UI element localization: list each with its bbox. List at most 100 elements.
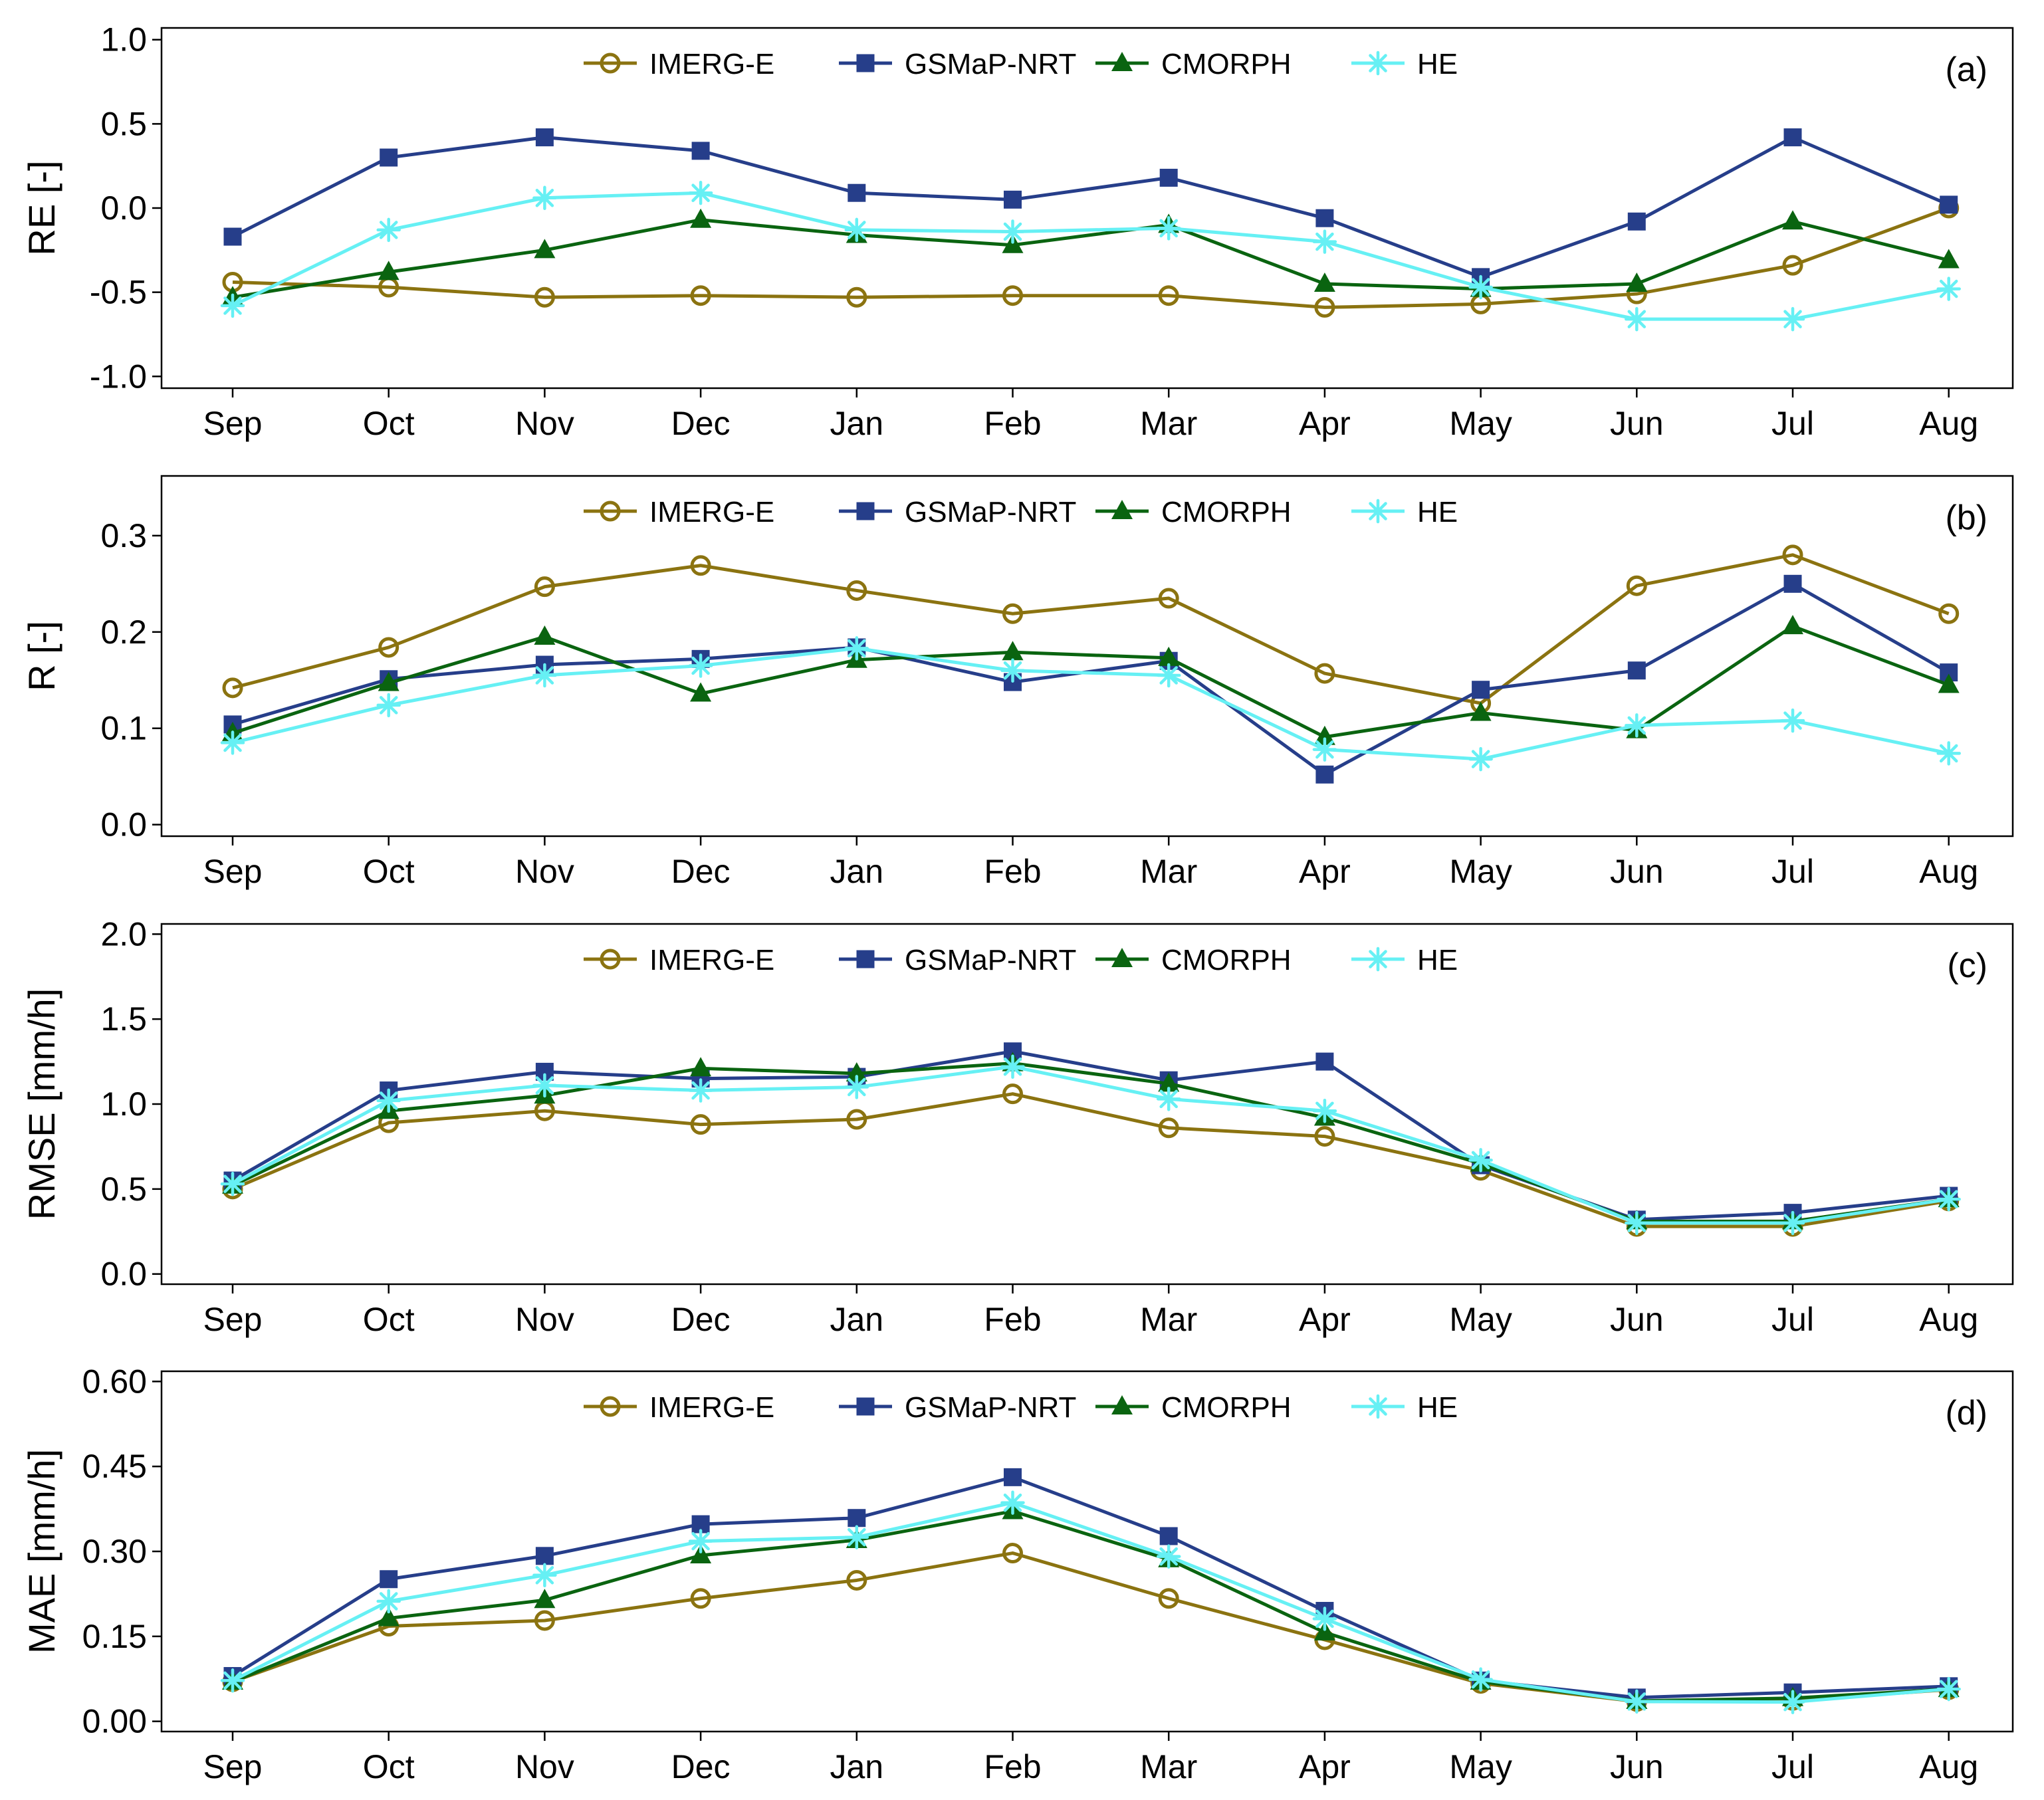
panel-label: (a): [1945, 51, 1987, 89]
y-tick-label: -1.0: [90, 358, 147, 395]
x-tick-label: Jun: [1610, 1301, 1664, 1338]
series-imerg-e: [222, 197, 1960, 318]
data-point-imerg-e: [846, 1569, 867, 1591]
data-point-he: [688, 180, 713, 205]
legend-label-gsmap-nrt: GSMaP-NRT: [905, 496, 1076, 528]
data-point-cmorph: [690, 682, 712, 702]
data-point-imerg-e: [534, 576, 555, 598]
data-point-he: [688, 1529, 713, 1553]
panel-label: (d): [1945, 1394, 1987, 1432]
data-point-he: [1312, 229, 1337, 254]
data-point-he: [1156, 663, 1181, 688]
series-line-gsmap-nrt: [231, 1050, 1949, 1222]
x-tick-label: Dec: [671, 405, 731, 442]
data-point-cmorph: [1002, 641, 1024, 661]
series-line-gsmap-nrt: [231, 1475, 1949, 1700]
series-line-cmorph: [232, 624, 1950, 739]
data-point-he: [220, 1668, 245, 1693]
x-tick-label: Jun: [1610, 405, 1664, 442]
x-tick-label: Nov: [515, 1748, 574, 1785]
y-tick-label: 0.0: [100, 806, 147, 844]
legend-marker-imerg-e: [600, 1396, 621, 1417]
x-tick-label: Sep: [203, 405, 263, 442]
data-point-gsmap-nrt: [691, 142, 710, 160]
x-tick-label: Aug: [1919, 1748, 1978, 1785]
data-point-he: [1000, 219, 1025, 244]
data-point-gsmap-nrt: [223, 227, 242, 246]
x-tick-label: May: [1449, 405, 1512, 442]
x-tick-label: Jun: [1610, 1748, 1664, 1785]
data-point-gsmap-nrt: [848, 1509, 866, 1527]
series-line-cmorph: [232, 218, 1950, 299]
data-point-cmorph: [1313, 725, 1335, 745]
data-point-he: [376, 1088, 401, 1113]
legend-label-cmorph: CMORPH: [1161, 496, 1292, 528]
legend-label-he: HE: [1417, 48, 1458, 80]
data-point-he: [220, 293, 245, 318]
data-point-imerg-e: [534, 1610, 555, 1631]
x-tick-label: Oct: [363, 1301, 415, 1338]
series-line-he: [231, 191, 1950, 321]
series-line-imerg-e: [232, 553, 1950, 705]
series-he: [220, 1490, 1961, 1714]
x-tick-label: Mar: [1140, 1748, 1197, 1785]
x-tick-label: May: [1449, 1301, 1512, 1338]
x-tick-label: Apr: [1299, 1748, 1351, 1785]
series-line-he: [231, 1065, 1950, 1225]
data-point-cmorph: [534, 1589, 556, 1609]
data-point-he: [1936, 1676, 1961, 1702]
x-tick-label: Aug: [1919, 853, 1978, 890]
data-point-cmorph: [1782, 615, 1803, 635]
x-tick-label: Aug: [1919, 405, 1978, 442]
series-imerg-e: [222, 1083, 1960, 1237]
y-tick-label: 2.0: [100, 915, 147, 953]
y-tick-label: 0.5: [100, 105, 147, 142]
data-point-gsmap-nrt: [1472, 681, 1490, 699]
data-point-gsmap-nrt: [1004, 190, 1022, 209]
data-point-gsmap-nrt: [535, 1547, 554, 1565]
x-tick-label: Mar: [1140, 853, 1197, 890]
panel-c: 0.0 0.5 1.0 1.5 2.0 Sep Oct Nov Dec Jan Feb Mar Apr M…: [21, 915, 2014, 1338]
data-point-cmorph: [690, 1543, 712, 1563]
legend-label-he: HE: [1417, 496, 1458, 528]
plot-frame: [160, 1370, 2014, 1733]
data-point-cmorph: [534, 239, 556, 259]
x-tick-label: Sep: [203, 1748, 263, 1785]
data-point-cmorph: [1938, 249, 1960, 269]
legend-label-imerg-e: IMERG-E: [649, 48, 774, 80]
data-point-gsmap-nrt: [1315, 1052, 1334, 1071]
data-point-gsmap-nrt: [1627, 212, 1646, 231]
data-point-imerg-e: [1158, 285, 1179, 306]
y-tick-label: 1.5: [100, 1000, 147, 1038]
data-point-cmorph: [1158, 1072, 1180, 1092]
legend-marker-gsmap-nrt: [856, 950, 875, 968]
legend-label-cmorph: CMORPH: [1161, 944, 1292, 976]
legend: IMERG-E GSMaP-NRT CMORPH HE: [584, 944, 1458, 976]
panel-b: 0.0 0.1 0.2 0.3 Sep Oct Nov Dec Jan Feb Mar Apr May J…: [21, 475, 2014, 890]
legend-label-he: HE: [1417, 1391, 1458, 1424]
series-gsmap-nrt: [223, 128, 1958, 286]
data-point-he: [376, 693, 401, 718]
plot-frame: [160, 475, 2014, 838]
data-point-gsmap-nrt: [1159, 1527, 1178, 1545]
data-point-imerg-e: [1002, 603, 1023, 624]
x-tick-label: Dec: [671, 1748, 731, 1785]
legend-marker-he: [1365, 499, 1391, 524]
data-point-cmorph: [1938, 673, 1960, 693]
legend-marker-imerg-e: [600, 501, 621, 522]
data-point-he: [1000, 1490, 1025, 1515]
data-point-he: [1625, 713, 1649, 738]
y-axis-title: MAE [mm/h]: [21, 1449, 62, 1654]
x-tick-label: Feb: [984, 853, 1041, 890]
data-point-he: [844, 1525, 869, 1549]
legend-marker-gsmap-nrt: [856, 1397, 875, 1416]
data-point-he: [376, 217, 401, 243]
series-he: [220, 1054, 1961, 1236]
y-tick-label: 0.2: [100, 614, 147, 651]
legend-label-gsmap-nrt: GSMaP-NRT: [905, 48, 1076, 80]
y-tick-label: 0.0: [100, 189, 147, 227]
data-point-imerg-e: [1626, 575, 1647, 596]
y-tick-label: 1.0: [100, 21, 147, 58]
data-point-cmorph: [378, 261, 399, 281]
x-tick-label: Apr: [1299, 853, 1351, 890]
